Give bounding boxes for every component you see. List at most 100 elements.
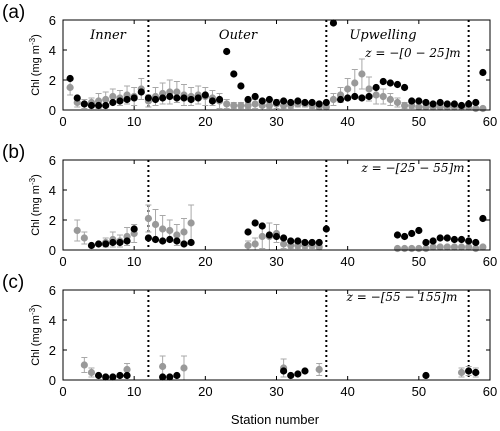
data-point-black (194, 94, 202, 102)
data-point-black (436, 234, 444, 242)
panel-label: (c) (2, 272, 24, 293)
x-tick-label: 50 (412, 384, 426, 399)
data-point-black (109, 98, 117, 107)
data-point-black (109, 373, 117, 381)
data-point-black (344, 94, 352, 102)
data-point-black (173, 94, 181, 102)
data-point-black (144, 234, 152, 242)
data-point-black (151, 235, 160, 244)
data-point-gray (223, 100, 231, 108)
data-point-black (159, 237, 167, 245)
data-point-black (436, 98, 444, 107)
y-tick-label: 0 (49, 243, 56, 258)
data-point-gray (180, 364, 188, 372)
data-point-black (173, 237, 181, 245)
data-point-black (94, 101, 103, 110)
data-point-gray (187, 219, 195, 227)
x-tick-label: 30 (269, 114, 283, 129)
data-point-black (230, 70, 238, 78)
data-point-gray (244, 241, 252, 250)
depth-label: z = −[55 − 155]m (346, 290, 458, 304)
data-point-black (329, 19, 338, 27)
data-point-black (116, 371, 124, 380)
data-point-gray (365, 85, 373, 93)
data-point-black (87, 101, 96, 110)
data-point-black (386, 79, 394, 87)
data-point-black (116, 97, 124, 105)
data-point-black (450, 235, 459, 244)
data-point-black (87, 241, 96, 250)
data-point-black (422, 98, 430, 107)
data-point-black (244, 228, 252, 236)
x-tick-label: 40 (340, 384, 354, 399)
data-point-gray (123, 365, 131, 374)
region-label: Upwelling (349, 28, 416, 43)
data-point-black (144, 94, 152, 102)
data-point-black (94, 240, 103, 248)
x-axis-label: Station number (231, 412, 320, 427)
data-point-gray (315, 365, 323, 374)
data-point-black (187, 238, 195, 247)
data-point-gray (144, 214, 152, 223)
data-point-black (336, 95, 345, 104)
data-point-black (151, 95, 160, 104)
data-point-black (159, 373, 167, 381)
x-tick-label: 0 (59, 384, 66, 399)
data-point-black (351, 92, 359, 101)
data-point-black (393, 80, 402, 89)
data-point-black (237, 82, 245, 90)
data-point-black (379, 77, 387, 86)
data-point-gray (351, 79, 359, 87)
y-tick-label: 6 (49, 283, 56, 298)
x-tick-label: 10 (127, 114, 141, 129)
data-point-black (472, 238, 480, 247)
data-point-black (280, 97, 288, 105)
data-point-black (465, 237, 473, 245)
data-point-gray (465, 243, 473, 251)
data-point-black (223, 47, 231, 56)
data-point-black (94, 371, 103, 380)
data-point-black (265, 231, 273, 239)
data-point-gray (415, 103, 423, 111)
data-point-gray (429, 243, 437, 251)
data-point-gray (479, 243, 487, 251)
y-tick-label: 2 (49, 73, 56, 88)
data-point-gray (415, 244, 423, 253)
x-tick-label: 30 (269, 254, 283, 269)
y-tick-label: 4 (49, 183, 56, 198)
region-label: Inner (89, 28, 127, 43)
panel-label: (a) (2, 2, 25, 23)
data-point-gray (166, 226, 174, 235)
data-point-black (322, 225, 330, 233)
x-tick-label: 60 (483, 384, 497, 399)
data-point-black (287, 237, 295, 245)
data-point-gray (173, 88, 181, 96)
data-point-gray (237, 101, 245, 110)
data-point-black (258, 222, 266, 230)
panel-a: 0 10 20 30 40 50 60 0 2 4 6 Chl (mg m-3)(a) z = −[0 … (2, 2, 497, 129)
data-point-black (272, 98, 281, 107)
data-point-black (422, 371, 430, 380)
data-point-gray (443, 243, 451, 251)
data-point-gray (244, 101, 252, 110)
data-point-black (159, 94, 167, 102)
data-point-black (166, 92, 174, 101)
data-point-black (315, 238, 323, 247)
y-tick-label: 6 (49, 153, 56, 168)
data-point-black (102, 101, 110, 110)
data-point-gray (251, 100, 259, 108)
data-point-gray (372, 91, 380, 99)
data-point-black (308, 238, 316, 247)
data-point-black (208, 97, 217, 105)
y-tick-label: 2 (49, 343, 56, 358)
data-point-black (287, 98, 295, 107)
data-point-black (251, 219, 259, 227)
data-point-gray (265, 101, 273, 110)
depth-label: z = −[0 − 25]m (364, 46, 460, 60)
data-point-black (173, 371, 181, 380)
data-point-gray (379, 92, 387, 101)
data-point-gray (180, 228, 188, 236)
data-point-black (322, 98, 330, 107)
data-point-black (187, 95, 195, 104)
